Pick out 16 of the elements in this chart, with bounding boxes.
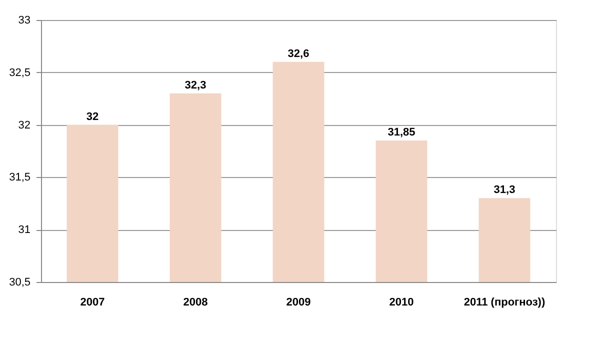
x-tick-label: 2010 xyxy=(389,296,414,308)
data-label: 32,6 xyxy=(288,48,310,60)
x-tick-label: 2011 (прогноз)) xyxy=(464,296,546,308)
y-tick-label: 30,5 xyxy=(9,276,30,288)
y-tick-label: 32 xyxy=(18,119,30,132)
y-tick-label: 32,5 xyxy=(9,66,30,79)
data-label: 31,3 xyxy=(494,184,516,196)
y-tick-label: 31,5 xyxy=(9,172,30,184)
x-tick-label: 2009 xyxy=(286,296,311,308)
data-label: 32 xyxy=(86,110,99,123)
y-tick-label: 33 xyxy=(18,14,30,26)
x-tick-label: 2007 xyxy=(80,296,105,308)
data-label: 32,3 xyxy=(184,79,206,92)
y-tick-label: 31 xyxy=(18,224,30,236)
x-tick-label: 2008 xyxy=(183,296,208,308)
data-label: 31,85 xyxy=(388,126,416,139)
